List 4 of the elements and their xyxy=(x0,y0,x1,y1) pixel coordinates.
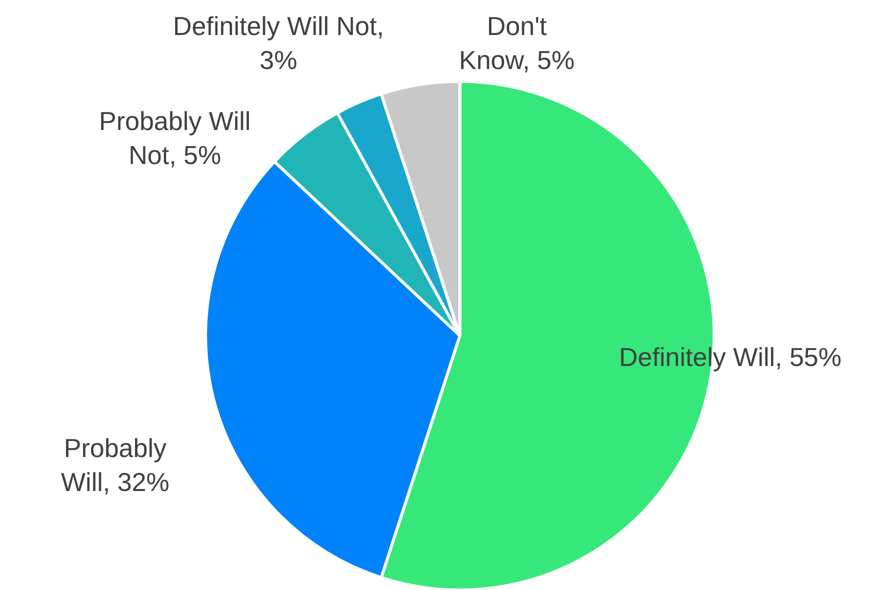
slice-label: Definitely Will Not, 3% xyxy=(173,11,384,75)
slice-label: Probably Will Not, 5% xyxy=(99,106,251,170)
slice-label: Probably Will, 32% xyxy=(61,433,170,497)
slice-label: Don't Know, 5% xyxy=(459,11,575,75)
